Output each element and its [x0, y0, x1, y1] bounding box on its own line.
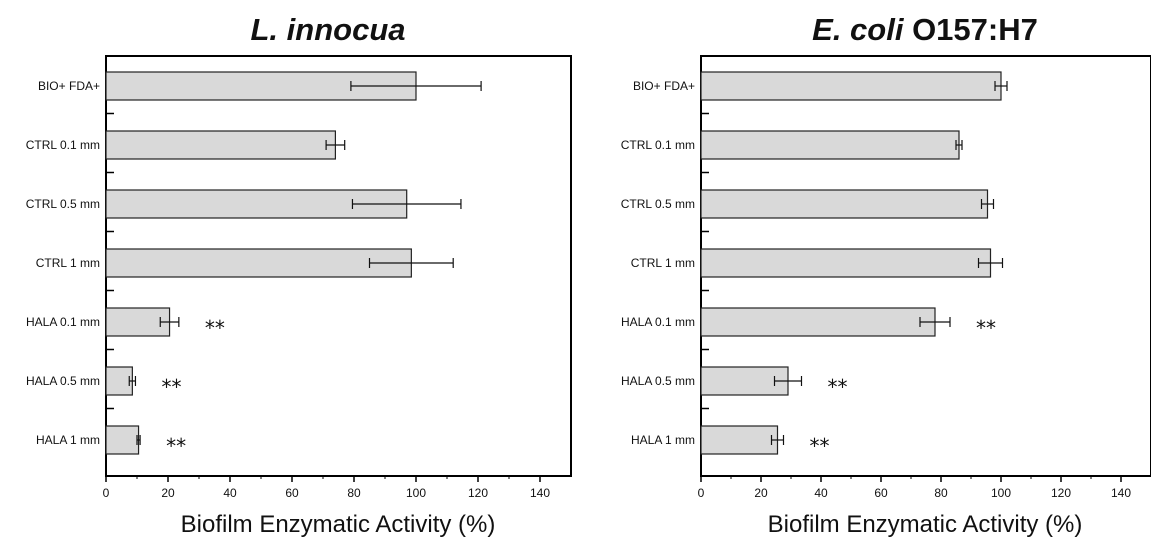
significance-label: **: [161, 375, 181, 399]
chart-panel-2: E. coli O157:H7 0 20 40 60 80 100 120 140 BIO+ FD…: [621, 12, 1151, 538]
y-tick-label: BIO+ FDA+: [38, 79, 100, 93]
bar: [700, 425, 779, 455]
x-tick-label: 60: [874, 486, 888, 500]
bar: [105, 248, 412, 278]
x-tick-label: 140: [1111, 486, 1131, 500]
significance-label: **: [810, 434, 830, 458]
x-tick-label: 20: [161, 486, 175, 500]
bar: [105, 366, 133, 396]
chart-panel-1: L. innocua 0 20 40 60 80 100 120 140 BIO+ FDA+ CTR…: [26, 12, 572, 538]
y-tick-label: BIO+ FDA+: [633, 79, 695, 93]
significance-label: **: [828, 375, 848, 399]
y-tick-label: CTRL 1 mm: [631, 256, 695, 270]
bar: [700, 366, 789, 396]
y-tick-label: HALA 0.5 mm: [26, 374, 100, 388]
y-tick-label: CTRL 1 mm: [36, 256, 100, 270]
bar: [105, 130, 336, 160]
y-tick-label: CTRL 0.5 mm: [621, 197, 695, 211]
chart-title: L. innocua: [251, 12, 406, 47]
x-tick-label: 120: [468, 486, 488, 500]
x-tick-label: 0: [103, 486, 110, 500]
x-tick-label: 40: [814, 486, 828, 500]
y-tick-label: HALA 1 mm: [631, 433, 695, 447]
y-tick-label: HALA 0.1 mm: [26, 315, 100, 329]
chart-title: E. coli O157:H7: [812, 12, 1038, 47]
chart-title-part-1: E. coli: [812, 12, 905, 47]
bar: [700, 307, 936, 337]
x-tick-label: 80: [347, 486, 361, 500]
x-axis-label: Biofilm Enzymatic Activity (%): [181, 511, 496, 538]
x-tick-label: 20: [754, 486, 768, 500]
x-tick-label: 140: [530, 486, 550, 500]
bar: [700, 189, 989, 219]
y-tick-label: HALA 1 mm: [36, 433, 100, 447]
significance-label: **: [976, 316, 996, 340]
x-tick-label: 100: [406, 486, 426, 500]
significance-label: **: [205, 316, 225, 340]
bar: [105, 307, 171, 337]
x-tick-label: 120: [1051, 486, 1071, 500]
y-tick-label: HALA 0.1 mm: [621, 315, 695, 329]
x-tick-label: 60: [285, 486, 299, 500]
x-tick-label: 100: [991, 486, 1011, 500]
x-axis-label: Biofilm Enzymatic Activity (%): [768, 511, 1083, 538]
y-tick-label: CTRL 0.1 mm: [621, 138, 695, 152]
x-tick-label: 0: [698, 486, 705, 500]
y-tick-label: CTRL 0.1 mm: [26, 138, 100, 152]
chart-title-part-2: O157:H7: [903, 12, 1037, 47]
bar: [105, 425, 140, 455]
bar: [700, 248, 992, 278]
x-tick-label: 80: [934, 486, 948, 500]
bar: [700, 71, 1002, 101]
y-tick-label: CTRL 0.5 mm: [26, 197, 100, 211]
y-tick-label: HALA 0.5 mm: [621, 374, 695, 388]
bar: [700, 130, 960, 160]
chart-title-part-1: L. innocua: [251, 12, 406, 47]
x-tick-label: 40: [223, 486, 237, 500]
significance-label: **: [166, 434, 186, 458]
